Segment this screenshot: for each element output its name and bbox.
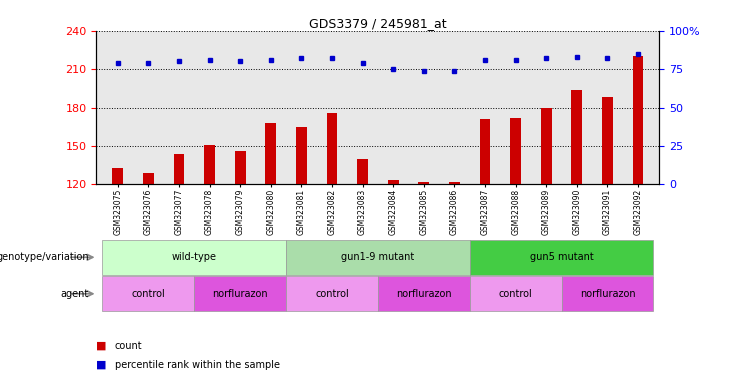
Bar [378,276,470,311]
Bar [265,123,276,184]
Text: control: control [131,289,165,299]
Text: count: count [115,341,142,351]
Bar [571,89,582,184]
Bar [511,118,521,184]
Bar [602,97,613,184]
Text: control: control [315,289,349,299]
Bar [286,276,378,311]
Text: genotype/variation: genotype/variation [0,252,89,262]
Text: control: control [499,289,533,299]
Bar [194,276,286,311]
Text: norflurazon: norflurazon [396,289,451,299]
Bar [541,108,551,184]
Bar [633,56,643,184]
Text: percentile rank within the sample: percentile rank within the sample [115,360,280,370]
Bar [479,119,491,184]
Text: gun1-9 mutant: gun1-9 mutant [342,252,414,262]
Bar [470,276,562,311]
Bar [419,182,429,184]
Bar [327,113,337,184]
Bar [286,240,470,275]
Bar [388,180,399,184]
Bar [102,276,194,311]
Bar [143,173,153,184]
Bar [102,240,286,275]
Bar [470,240,654,275]
Title: GDS3379 / 245981_at: GDS3379 / 245981_at [309,17,447,30]
Bar [235,151,245,184]
Bar [357,159,368,184]
Bar [205,145,215,184]
Text: gun5 mutant: gun5 mutant [530,252,594,262]
Text: agent: agent [61,289,89,299]
Text: norflurazon: norflurazon [579,289,635,299]
Bar [173,154,185,184]
Bar [449,182,459,184]
Bar [296,127,307,184]
Bar [113,168,123,184]
Bar [562,276,654,311]
Text: wild-type: wild-type [172,252,217,262]
Text: ■: ■ [96,360,107,370]
Text: norflurazon: norflurazon [213,289,268,299]
Text: ■: ■ [96,341,107,351]
